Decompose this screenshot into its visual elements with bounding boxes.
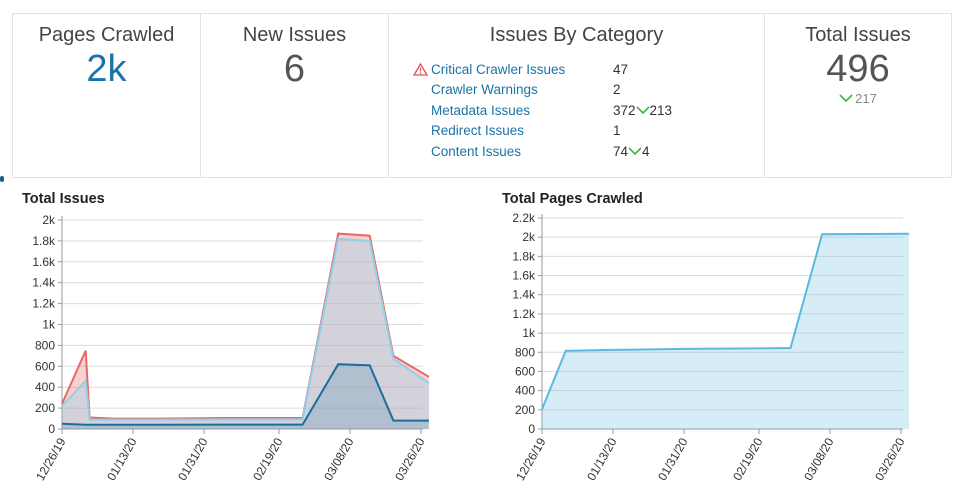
stat-total-issues[interactable]: Total Issues 496 217 [765, 14, 951, 177]
y-tick-label: 1.8k [32, 234, 56, 248]
total-issues-chart: 0 200 400 600 800 1k 1.2k 1.4k 1.6k 1.8k 2k 12/26/1… [32, 213, 430, 483]
x-tick-label: 01/31/20 [175, 435, 211, 483]
category-count: 2 [613, 82, 621, 97]
chart-title-total-issues: Total Issues [22, 191, 105, 207]
stats-panel: Pages Crawled 2k New Issues 6 Issues By … [12, 13, 952, 178]
delta-value: 213 [649, 102, 673, 118]
category-row: Content Issues 74 4 [413, 141, 713, 162]
stat-value: 2k [86, 48, 127, 90]
series-area [62, 238, 429, 429]
stat-pages-crawled[interactable]: Pages Crawled 2k [13, 14, 201, 177]
count-value: 2 [613, 82, 621, 98]
category-row: Redirect Issues 1 [413, 121, 713, 142]
category-count: 1 [613, 123, 621, 138]
y-tick-label: 1.8k [512, 249, 536, 263]
count-value: 74 [613, 143, 629, 159]
y-tick-label: 1k [42, 318, 56, 332]
category-count: 74 4 [613, 144, 650, 159]
stat-value: 496 [826, 48, 890, 90]
y-tick-label: 800 [515, 345, 535, 359]
check-down-icon [635, 103, 650, 118]
series-area [62, 233, 429, 429]
x-tick-label: 12/26/19 [513, 435, 549, 483]
x-tick-label: 03/08/20 [321, 435, 357, 483]
y-tick-label: 200 [35, 401, 55, 415]
x-tick-label: 12/26/19 [33, 435, 69, 483]
series-line [541, 232, 909, 410]
x-tick-label: 02/19/20 [730, 435, 766, 483]
count-value: 1 [613, 123, 621, 139]
y-tick-label: 2k [42, 213, 56, 227]
series-line [61, 237, 430, 421]
y-tick-label: 1.4k [512, 288, 536, 302]
x-tick-label: 03/08/20 [801, 435, 837, 483]
series-area [62, 364, 429, 429]
warning-triangle-icon [413, 62, 431, 76]
category-row: Metadata Issues 372 213 [413, 100, 713, 121]
x-tick-label: 01/13/20 [584, 435, 620, 483]
stat-title: New Issues [242, 24, 347, 46]
stat-title: Total Issues [805, 24, 911, 46]
category-link[interactable]: Content Issues [431, 143, 522, 159]
y-tick-label: 200 [515, 403, 535, 417]
category-link[interactable]: Metadata Issues [431, 102, 531, 118]
category-link[interactable]: Redirect Issues [431, 123, 525, 139]
category-link[interactable]: Critical Crawler Issues [431, 61, 566, 77]
y-tick-label: 600 [35, 359, 55, 373]
y-tick-label: 1.6k [32, 255, 56, 269]
y-tick-label: 800 [35, 338, 55, 352]
panel-marker [0, 176, 4, 182]
y-tick-label: 1.2k [32, 297, 56, 311]
total-issues-delta: 217 [765, 91, 951, 106]
pages-crawled-chart: 0 200 400 600 800 1k 1.2k 1.4k 1.6k 1.8k 2k 2.2k 12/… [512, 211, 909, 483]
y-tick-label: 1k [522, 326, 536, 340]
category-row: Critical Crawler Issues 47 [413, 59, 713, 80]
x-tick-label: 02/19/20 [250, 435, 286, 483]
check-down-icon [628, 144, 642, 159]
stat-issues-by-category: Issues By Category Critical Crawler Issu… [389, 14, 765, 177]
x-tick-label: 03/26/20 [392, 435, 428, 483]
y-tick-label: 0 [528, 422, 535, 436]
count-value: 372 [613, 102, 636, 118]
category-list: Critical Crawler Issues 47 Crawler Warning… [413, 59, 713, 162]
x-tick-label: 01/31/20 [655, 435, 691, 483]
y-tick-label: 1.2k [512, 307, 536, 321]
y-tick-label: 2.2k [512, 211, 536, 225]
x-tick-label: 03/26/20 [872, 435, 908, 483]
y-tick-label: 600 [515, 364, 535, 378]
x-tick-label: 01/13/20 [104, 435, 140, 483]
y-tick-label: 1.4k [32, 276, 56, 290]
count-value: 47 [613, 61, 629, 77]
delta-value: 217 [855, 91, 877, 106]
y-tick-label: 0 [48, 422, 55, 436]
chart-title-pages-crawled: Total Pages Crawled [502, 191, 643, 207]
category-count: 372 213 [613, 103, 672, 118]
category-link[interactable]: Crawler Warnings [431, 82, 538, 98]
stat-title: Issues By Category [489, 24, 664, 46]
delta-value: 4 [642, 143, 650, 159]
y-tick-label: 1.6k [512, 269, 536, 283]
y-tick-label: 2k [522, 230, 536, 244]
series-area [542, 233, 909, 429]
category-row: Crawler Warnings 2 [413, 80, 713, 101]
series-line [61, 363, 429, 426]
y-tick-label: 400 [35, 380, 55, 394]
stat-title: Pages Crawled [38, 24, 175, 46]
stat-new-issues[interactable]: New Issues 6 [201, 14, 389, 177]
category-count: 47 [613, 62, 628, 77]
stat-value: 6 [283, 48, 306, 90]
y-tick-label: 400 [515, 384, 535, 398]
check-down-icon [839, 91, 853, 106]
